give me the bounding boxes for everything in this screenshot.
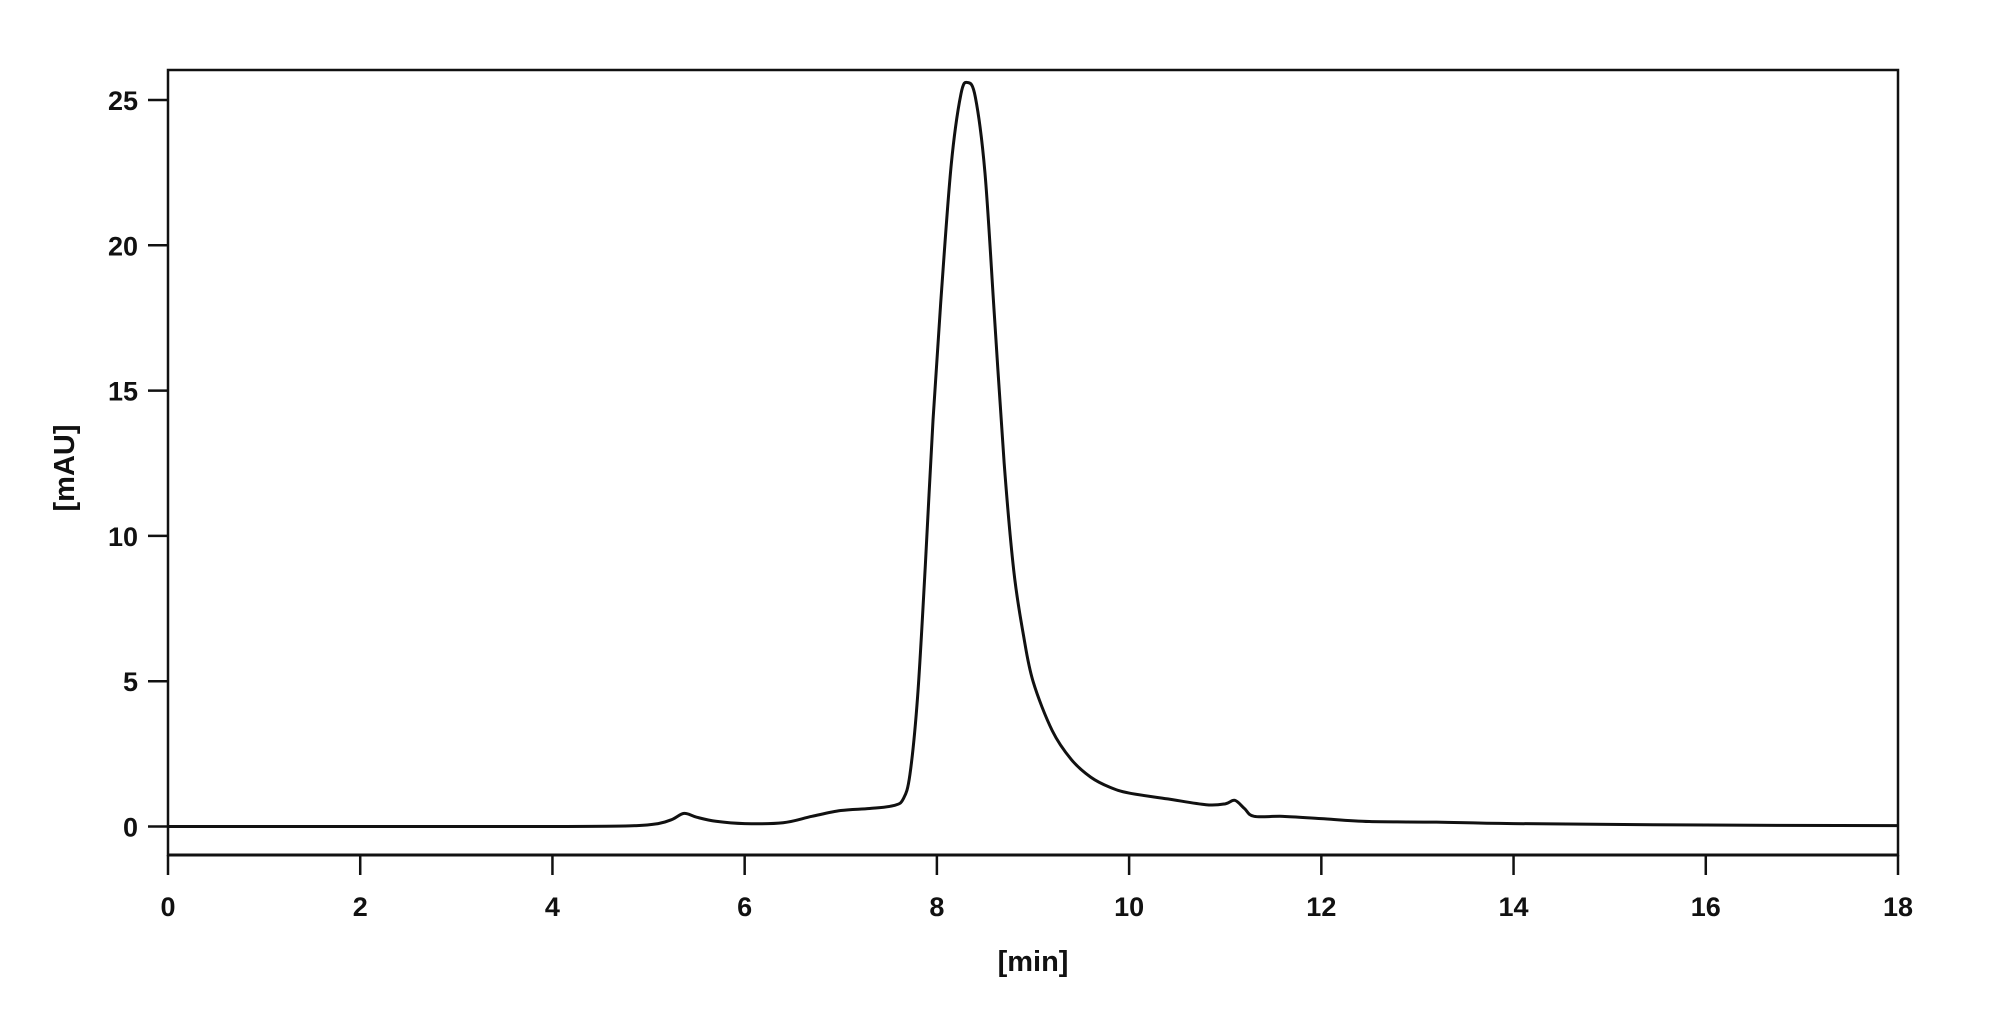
x-tick-label: 10 (1114, 892, 1144, 922)
x-tick-label: 14 (1499, 892, 1529, 922)
x-axis-ticks: 0 2 4 6 8 10 12 14 16 18 (160, 855, 1913, 922)
x-tick-label: 2 (353, 892, 368, 922)
x-tick-label: 6 (737, 892, 752, 922)
x-tick-label: 12 (1306, 892, 1336, 922)
y-axis-ticks: 0 5 10 15 20 25 (108, 86, 168, 843)
x-tick-label: 0 (160, 892, 175, 922)
x-tick-label: 18 (1883, 892, 1913, 922)
y-tick-label: 25 (108, 86, 138, 116)
plot-frame (166, 68, 1900, 857)
x-axis-label: [min] (998, 946, 1069, 978)
y-tick-label: 0 (123, 813, 138, 843)
y-tick-label: 5 (123, 667, 138, 697)
y-axis-label: [mAU] (49, 425, 81, 512)
x-tick-label: 16 (1691, 892, 1721, 922)
y-tick-label: 20 (108, 231, 138, 261)
x-tick-label: 8 (929, 892, 944, 922)
x-tick-label: 4 (545, 892, 560, 922)
chromatogram-trace (168, 80, 1899, 829)
y-tick-label: 10 (108, 522, 138, 552)
y-tick-label: 15 (108, 377, 138, 407)
